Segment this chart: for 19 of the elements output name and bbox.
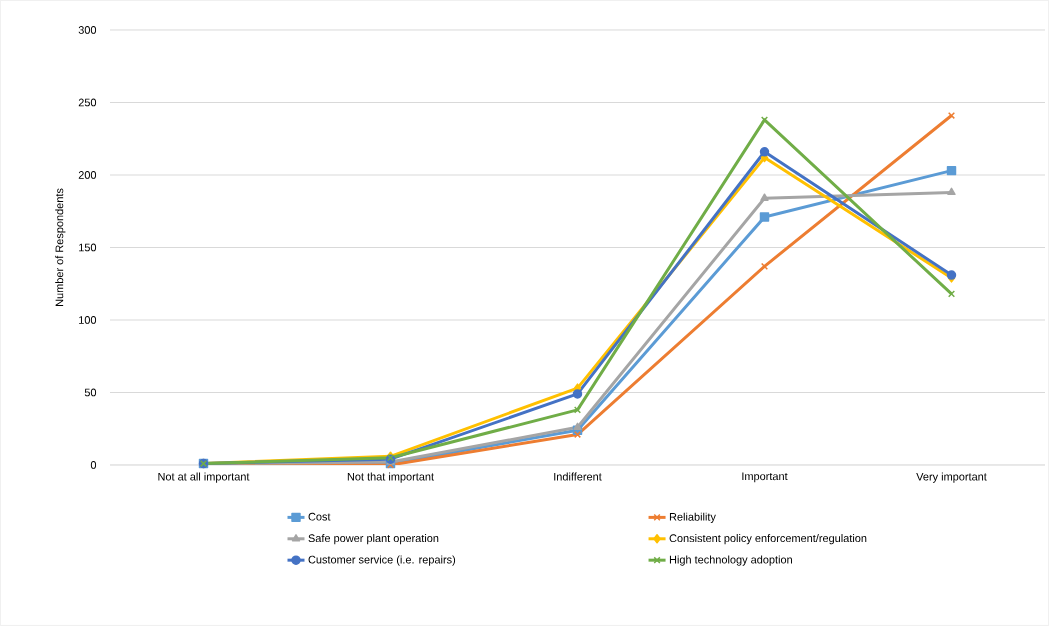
- x-tick-label: Not that important: [347, 472, 434, 483]
- y-tick-label: 50: [84, 388, 97, 397]
- y-tick-label: 150: [79, 243, 97, 252]
- x-tick-label: Important: [742, 472, 788, 483]
- legend-label: Reliability: [669, 512, 716, 523]
- x-tick-label: Not at all important: [158, 472, 250, 483]
- x-tick-label: Indifferent: [554, 472, 602, 481]
- y-tick-label: 300: [78, 26, 97, 34]
- legend-label: Consistent policy enforcement/regulation: [669, 534, 867, 545]
- legend-label: High technology adoption: [669, 555, 792, 566]
- x-tick-label: Very important: [916, 472, 987, 483]
- y-axis-title: Number of Respondents: [55, 188, 66, 306]
- legend-label: Safe power plant operation: [308, 534, 439, 545]
- y-tick-label: 250: [78, 98, 97, 107]
- legend-label: Customer service (i.e. repairs): [308, 555, 456, 566]
- legend-label: Cost: [308, 512, 331, 521]
- y-tick-label: 200: [78, 171, 97, 179]
- y-tick-label: 100: [79, 316, 97, 324]
- y-tick-label: 0: [90, 461, 97, 469]
